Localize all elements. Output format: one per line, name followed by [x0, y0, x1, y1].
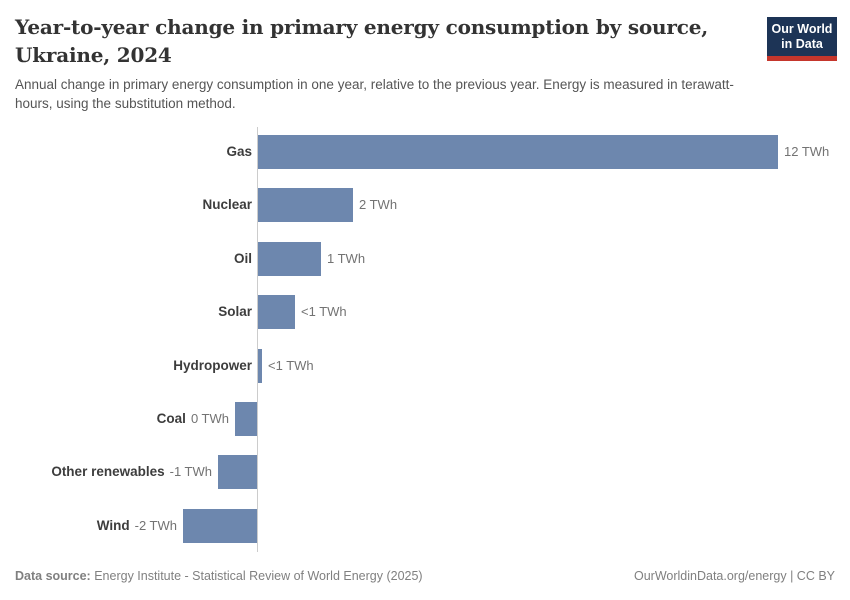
value-label-gas: 12 TWh — [784, 144, 830, 159]
bar-wind[interactable] — [183, 509, 257, 543]
owid-logo[interactable]: Our World in Data — [767, 17, 837, 61]
value-label-oil: 1 TWh — [327, 251, 366, 266]
title-line-2: Ukraine, 2024 — [15, 43, 172, 67]
bar-hydropower[interactable] — [258, 349, 262, 383]
bar-oil[interactable] — [258, 242, 321, 276]
license-note[interactable]: OurWorldinData.org/energy | CC BY — [633, 569, 835, 583]
value-label-other-renewables: -1 TWh — [169, 464, 212, 479]
bar-other-renewables[interactable] — [218, 455, 257, 489]
title-line-1: Year-to-year change in primary energy co… — [15, 15, 708, 39]
y-axis-line — [257, 127, 258, 552]
category-label-oil: Oil — [233, 251, 252, 266]
label-group-other-renewables: Other renewables -1 TWh — [51, 455, 212, 489]
category-label-nuclear: Nuclear — [202, 197, 252, 212]
value-label-nuclear: 2 TWh — [359, 197, 398, 212]
owid-logo-line-1: Our World — [771, 22, 833, 36]
category-label-other-renewables: Other renewables — [51, 464, 165, 479]
chart-footer: Data source: Energy Institute - Statisti… — [15, 567, 835, 585]
category-label-hydropower: Hydropower — [173, 358, 252, 373]
category-label-coal: Coal — [156, 411, 186, 426]
value-label-solar: <1 TWh — [301, 304, 347, 319]
bar-gas[interactable] — [258, 135, 778, 169]
chart-subtitle: Annual change in primary energy consumpt… — [15, 77, 734, 111]
label-group-wind: Wind -2 TWh — [97, 509, 177, 543]
value-label-hydropower: <1 TWh — [268, 358, 314, 373]
category-label-solar: Solar — [218, 304, 252, 319]
value-label-coal: 0 TWh — [190, 411, 229, 426]
category-label-gas: Gas — [226, 144, 252, 159]
owid-logo-line-2: in Data — [781, 37, 823, 51]
bar-nuclear[interactable] — [258, 188, 353, 222]
category-label-wind: Wind — [96, 518, 130, 533]
data-source-label: Data source: — [15, 569, 91, 583]
bar-solar[interactable] — [258, 295, 295, 329]
bar-coal[interactable] — [235, 402, 257, 436]
data-source-note: Data source: Energy Institute - Statisti… — [15, 567, 423, 585]
bar-chart: Gas 12 TWh Nuclear 2 TWh Oil 1 TWh Solar <1 TWh… — [0, 127, 850, 552]
value-label-wind: -2 TWh — [134, 518, 177, 533]
page-title: Year-to-year change in primary energy co… — [15, 13, 750, 69]
label-group-coal: Coal 0 TWh — [157, 402, 229, 436]
data-source-text: Energy Institute - Statistical Review of… — [90, 569, 423, 583]
